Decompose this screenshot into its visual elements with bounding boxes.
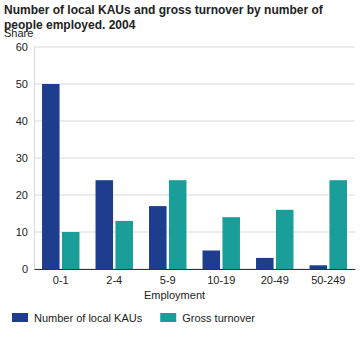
y-tick: 10 <box>16 226 34 238</box>
x-tick: 2-4 <box>106 269 122 286</box>
grid-line <box>34 47 355 48</box>
y-tick-label: 40 <box>16 115 28 127</box>
legend-swatch <box>160 313 176 322</box>
grid <box>34 47 355 269</box>
y-axis: 0 10 20 30 40 50 60 <box>16 41 35 275</box>
grid-line <box>34 195 355 196</box>
bar <box>96 180 114 269</box>
x-tick-label: 50-249 <box>311 274 345 286</box>
x-tick: 20-49 <box>261 269 289 286</box>
grid-line <box>34 158 355 159</box>
bar <box>203 251 221 270</box>
legend-swatch <box>12 313 28 322</box>
bar <box>62 232 80 269</box>
x-tick: 10-19 <box>207 269 235 286</box>
bar <box>149 206 167 269</box>
bar <box>329 180 347 269</box>
x-axis-line <box>35 269 356 270</box>
grid-line <box>34 232 355 233</box>
x-tick-label: 5-9 <box>160 274 176 286</box>
y-tick: 20 <box>16 189 34 201</box>
series <box>62 180 347 269</box>
y-tick-label: 50 <box>16 78 28 90</box>
grid-line <box>34 84 355 85</box>
bar <box>256 258 274 269</box>
y-tick-label: 0 <box>22 263 28 275</box>
x-tick: 50-249 <box>311 269 345 286</box>
grid-line <box>34 121 355 122</box>
legend-label: Number of local KAUs <box>34 312 143 324</box>
x-axis-title: Employment <box>144 289 205 301</box>
series <box>42 84 327 269</box>
y-tick-label: 60 <box>16 41 28 53</box>
y-tick: 40 <box>16 115 34 127</box>
x-tick: 5-9 <box>160 269 176 286</box>
x-tick-label: 2-4 <box>106 274 122 286</box>
y-axis-title: Share <box>4 27 33 39</box>
y-tick: 30 <box>16 152 34 164</box>
legend-item: Gross turnover <box>160 312 255 324</box>
x-tick-label: 20-49 <box>261 274 289 286</box>
y-tick: 50 <box>16 78 34 90</box>
bar <box>115 221 133 269</box>
bar <box>222 217 240 269</box>
bars <box>42 84 347 269</box>
y-tick-label: 10 <box>16 226 28 238</box>
grid-line <box>34 269 355 270</box>
x-tick: 0-1 <box>53 269 69 286</box>
y-tick-label: 30 <box>16 152 28 164</box>
y-axis-line <box>34 48 35 270</box>
x-tick-label: 0-1 <box>53 274 69 286</box>
bar <box>169 180 187 269</box>
y-tick-label: 20 <box>16 189 28 201</box>
chart: Number of local KAUs and gross turnover … <box>0 0 363 337</box>
bar <box>42 84 60 269</box>
x-tick-label: 10-19 <box>207 274 235 286</box>
x-axis: 0-1 2-4 5-9 10-19 20-49 50-249 <box>35 269 356 286</box>
legend-label: Gross turnover <box>182 312 255 324</box>
legend: Number of local KAUs Gross turnover <box>12 312 255 324</box>
legend-item: Number of local KAUs <box>12 312 143 324</box>
y-tick: 60 <box>16 41 34 53</box>
title: Number of local KAUs and gross turnover … <box>4 3 324 32</box>
bar <box>276 210 294 269</box>
y-tick: 0 <box>22 263 34 275</box>
bar <box>310 265 328 269</box>
